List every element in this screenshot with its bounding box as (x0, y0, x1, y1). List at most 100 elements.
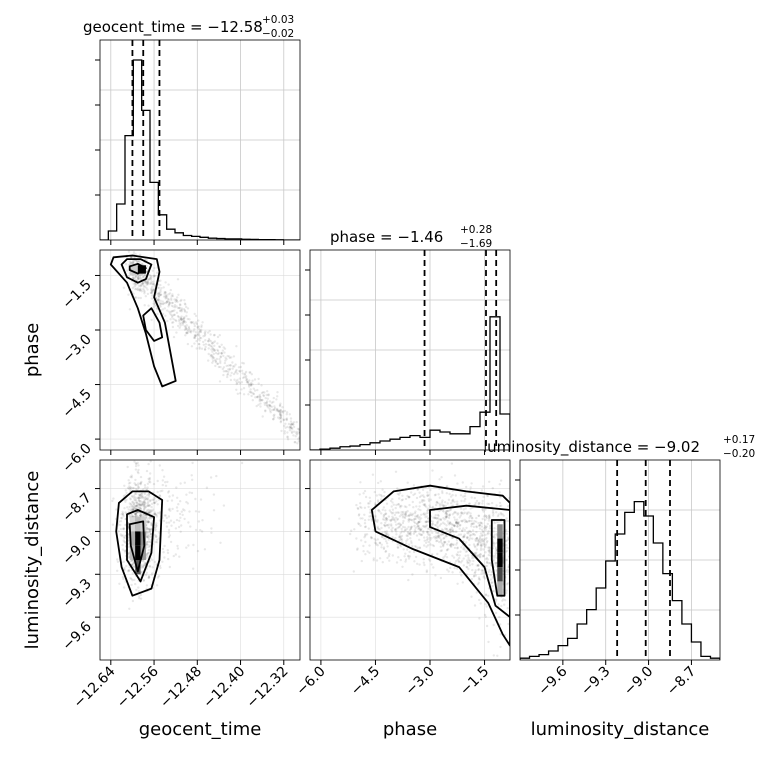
sample-point (467, 530, 470, 533)
sample-point (265, 401, 268, 404)
sample-point (370, 537, 373, 540)
sample-point (443, 522, 446, 526)
sample-point (457, 533, 461, 536)
sample-point (272, 418, 275, 421)
sample-point (134, 288, 137, 291)
sample-point (153, 501, 156, 505)
sample-point (242, 387, 246, 390)
sample-point (435, 501, 438, 504)
sample-point (132, 277, 135, 280)
sample-point (404, 511, 407, 514)
sample-point (436, 536, 439, 539)
sample-point (146, 494, 149, 497)
sample-point (153, 501, 156, 504)
sample-point (505, 546, 509, 549)
sample-point (132, 565, 135, 568)
phase-histogram-frame (309, 249, 511, 451)
sample-point (146, 534, 150, 537)
sample-point (469, 512, 472, 515)
sample-point (124, 489, 127, 492)
sample-point (149, 499, 152, 502)
sample-point (142, 500, 146, 503)
sample-point (492, 654, 495, 657)
sample-point (405, 511, 408, 514)
sample-point (207, 339, 210, 343)
sample-point (263, 403, 267, 406)
sample-point (162, 475, 166, 478)
sample-point (182, 317, 185, 320)
sample-point (401, 521, 405, 525)
sample-point (389, 511, 393, 514)
sample-point (485, 561, 489, 564)
sample-point (229, 378, 233, 382)
sample-point (477, 577, 481, 581)
sample-point (380, 543, 383, 546)
sample-point (188, 328, 191, 331)
sample-point (232, 355, 236, 358)
sample-point (167, 528, 171, 532)
sample-point (290, 423, 293, 426)
sample-point (434, 514, 437, 517)
sample-point (199, 336, 203, 340)
sample-point (159, 490, 162, 493)
sample-point (470, 523, 473, 526)
sample-point (145, 541, 149, 544)
sample-point (266, 400, 269, 403)
sample-point (169, 519, 173, 522)
sample-point (417, 508, 420, 511)
sample-point (449, 508, 452, 511)
sample-point (167, 303, 171, 306)
sample-point (471, 522, 475, 525)
sample-point (142, 283, 145, 286)
sample-point (145, 552, 149, 556)
sample-point (134, 514, 138, 518)
sample-point (251, 379, 254, 382)
sample-point (147, 548, 150, 552)
sample-point (179, 309, 182, 313)
sample-point (478, 536, 482, 540)
sample-point (384, 550, 387, 553)
sample-point (384, 531, 387, 534)
sample-point (205, 486, 209, 489)
sample-point (425, 512, 428, 515)
sample-point (360, 506, 363, 509)
sample-point (218, 334, 221, 337)
sample-point (158, 494, 161, 497)
sample-point (192, 330, 195, 333)
sample-point (136, 287, 140, 290)
sample-point (424, 521, 428, 524)
sample-point (369, 500, 372, 503)
sample-point (142, 579, 145, 582)
sample-point (150, 289, 153, 292)
sample-point (241, 372, 244, 375)
sample-point (287, 422, 291, 426)
sample-point (449, 531, 453, 534)
sample-point (387, 515, 391, 518)
sample-point (409, 532, 412, 535)
sample-point (220, 351, 223, 355)
sample-point (173, 298, 176, 301)
sample-point (273, 405, 276, 408)
sample-point (450, 542, 453, 546)
sample-point (387, 538, 390, 541)
sample-point (434, 537, 437, 540)
sample-point (285, 413, 288, 416)
sample-point (193, 333, 197, 337)
sample-point (433, 516, 437, 520)
sample-point (276, 391, 279, 394)
sample-point (188, 510, 191, 513)
sample-point (137, 468, 140, 472)
sample-point (235, 368, 238, 372)
sample-point (179, 324, 182, 327)
sample-point (477, 554, 481, 557)
sample-point (218, 345, 221, 348)
sample-point (138, 287, 142, 290)
sample-point (459, 533, 463, 536)
sample-point (451, 530, 454, 533)
sample-point (384, 549, 388, 553)
sample-point (416, 562, 419, 565)
sample-point (418, 505, 421, 508)
sample-point (264, 410, 267, 413)
sample-point (142, 503, 146, 507)
sample-point (138, 507, 142, 510)
